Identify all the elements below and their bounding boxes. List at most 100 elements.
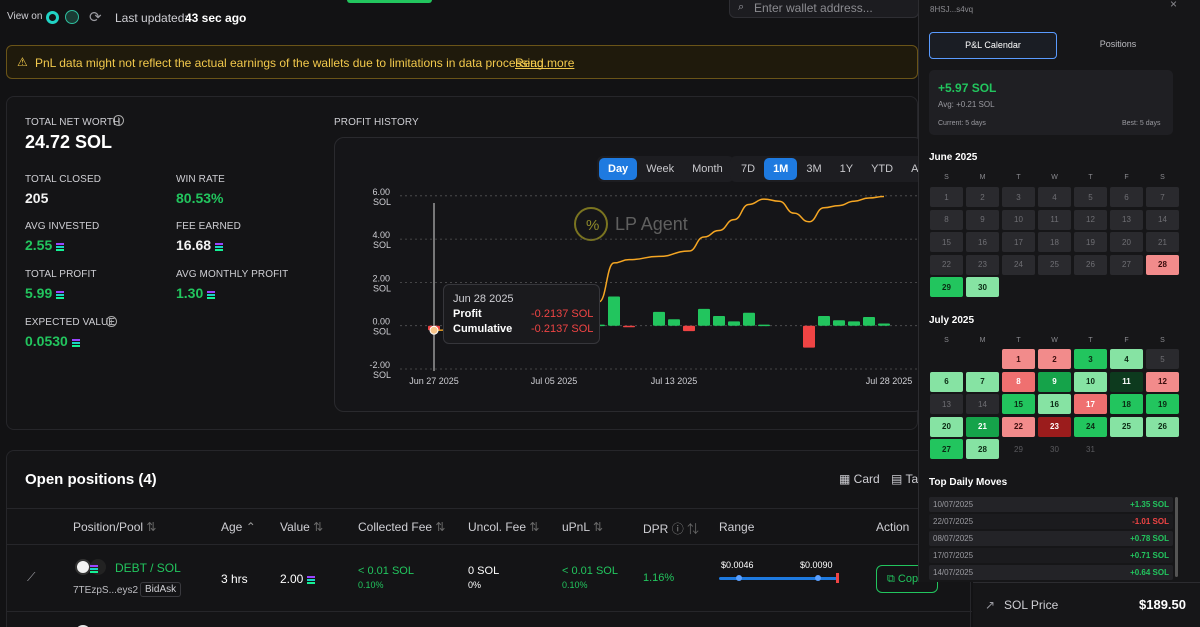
calendar-day[interactable]: 9	[966, 209, 999, 230]
calendar-day[interactable]: 7	[966, 371, 999, 392]
read-more-link[interactable]: Read more	[515, 56, 575, 70]
calendar-day[interactable]: 13	[1110, 209, 1143, 230]
tab-positions[interactable]: Positions	[1099, 39, 1137, 49]
sol-icon	[207, 290, 216, 299]
calendar-day[interactable]: 16	[966, 232, 999, 252]
close-icon[interactable]: ×	[1170, 0, 1178, 11]
calendar-day[interactable]: 25	[1110, 416, 1143, 437]
connect-button[interactable]	[347, 0, 432, 3]
card-view-toggle[interactable]: ▦ Card	[839, 472, 880, 486]
calendar-day[interactable]: 12	[1146, 371, 1179, 392]
calendar-day[interactable]: 11	[1038, 209, 1071, 230]
calendar-day[interactable]: 19	[1146, 394, 1179, 414]
calendar-day[interactable]: 29	[930, 277, 963, 297]
calendar-day[interactable]: 14	[966, 394, 999, 414]
calendar-day[interactable]: 4	[1110, 349, 1143, 369]
solscan-icon[interactable]	[65, 10, 79, 24]
calendar-day[interactable]: 23	[1038, 416, 1071, 437]
calendar-day[interactable]: 22	[1002, 416, 1035, 437]
calendar-day[interactable]: 8	[930, 209, 963, 230]
table-row[interactable]: ⟋ DEBT / SOL 7TEzpS...eys2 BidAsk 3 hrs …	[7, 545, 972, 611]
calendar-day[interactable]: 17	[1074, 394, 1107, 414]
col-dpr[interactable]: DPR ⓘ ⇅	[643, 520, 699, 537]
calendar-day[interactable]: 3	[1002, 187, 1035, 207]
calendar-day[interactable]: 29	[1014, 444, 1023, 454]
calendar-day[interactable]: 24	[1074, 416, 1107, 437]
calendar-day[interactable]: 18	[1110, 394, 1143, 414]
calendar-day[interactable]: 6	[1110, 187, 1143, 207]
calendar-day[interactable]: 13	[930, 394, 963, 414]
tab-week[interactable]: Week	[646, 163, 675, 175]
col-uncol-fee[interactable]: Uncol. Fee ⇅	[468, 520, 539, 534]
tab-ytd[interactable]: YTD	[871, 163, 894, 175]
table-view-toggle[interactable]: ▤ Ta	[891, 472, 918, 486]
tab-3m[interactable]: 3M	[806, 163, 822, 175]
calendar-day[interactable]: 16	[1038, 394, 1071, 414]
info-icon[interactable]: i	[106, 316, 117, 327]
tab-month[interactable]: Month	[692, 163, 723, 175]
calendar-day[interactable]: 5	[1146, 349, 1179, 369]
calendar-day[interactable]: 31	[1086, 444, 1095, 454]
tab-pnl-calendar[interactable]: P&L Calendar	[929, 32, 1057, 59]
calendar-day[interactable]: 6	[930, 371, 963, 392]
calendar-day[interactable]: 14	[1146, 209, 1179, 230]
calendar-day[interactable]: 9	[1038, 371, 1071, 392]
refresh-icon[interactable]: ⟳	[89, 9, 102, 26]
calendar-day[interactable]: 3	[1074, 349, 1107, 369]
chart-icon[interactable]: ⟋	[27, 570, 36, 584]
calendar-day[interactable]: 28	[1146, 254, 1179, 275]
calendar-day[interactable]: 25	[1038, 254, 1071, 275]
calendar-day[interactable]: 30	[1050, 444, 1059, 454]
explorer-icon[interactable]	[46, 11, 59, 24]
search-input[interactable]: Enter wallet address...	[754, 1, 873, 15]
calendar-day[interactable]: 1	[1002, 349, 1035, 369]
calendar-day[interactable]: 18	[1038, 232, 1071, 252]
calendar-day[interactable]: 20	[1110, 232, 1143, 252]
col-upnl[interactable]: uPnL ⇅	[562, 520, 603, 534]
calendar-day[interactable]: 20	[930, 416, 963, 437]
tab-1m[interactable]: 1M	[764, 158, 798, 180]
col-position-pool[interactable]: Position/Pool ⇅	[73, 520, 156, 534]
y-tick-label: 2.00	[372, 273, 390, 283]
tab-1y[interactable]: 1Y	[839, 163, 854, 175]
calendar-day[interactable]: 10	[1002, 209, 1035, 230]
calendar-day[interactable]: 30	[966, 277, 999, 297]
info-icon[interactable]: i	[113, 115, 124, 126]
calendar-day[interactable]: 5	[1074, 187, 1107, 207]
calendar-day[interactable]: 26	[1074, 254, 1107, 275]
calendar-day[interactable]: 2	[1038, 349, 1071, 369]
calendar-day[interactable]: 24	[1002, 254, 1035, 275]
calendar-day[interactable]: 12	[1074, 209, 1107, 230]
calendar-day[interactable]: 15	[930, 232, 963, 252]
calendar-day[interactable]: 21	[966, 416, 999, 437]
calendar-day[interactable]: 8	[1002, 371, 1035, 392]
wallet-address[interactable]: 8HSJ...s4vq	[930, 5, 974, 14]
pool-name[interactable]: DEBT / SOL	[115, 561, 181, 575]
calendar-day[interactable]: 4	[1038, 187, 1071, 207]
wallet-search[interactable]: ⌕ Enter wallet address...	[729, 0, 919, 18]
calendar-day[interactable]: 23	[966, 254, 999, 275]
col-age[interactable]: Age ⌃	[221, 520, 256, 534]
calendar-day[interactable]: 28	[966, 439, 999, 459]
calendar-day[interactable]: 15	[1002, 394, 1035, 414]
calendar-day[interactable]: 2	[966, 187, 999, 207]
col-collected-fee[interactable]: Collected Fee ⇅	[358, 520, 445, 534]
fee-earned: 16.68	[176, 237, 224, 253]
calendar-day[interactable]: 21	[1146, 232, 1179, 252]
tab-day[interactable]: Day	[599, 158, 638, 180]
calendar-day[interactable]: 19	[1074, 232, 1107, 252]
calendar-day[interactable]: 10	[1074, 371, 1107, 392]
june-title: June 2025	[929, 152, 978, 163]
calendar-day[interactable]: 22	[930, 254, 963, 275]
scrollbar[interactable]	[1175, 497, 1178, 577]
tab-7d[interactable]: 7D	[741, 163, 756, 175]
calendar-day[interactable]: 26	[1146, 416, 1179, 437]
calendar-day[interactable]: 1	[930, 187, 963, 207]
calendar-day[interactable]: 27	[930, 439, 963, 459]
calendar-day[interactable]: 7	[1146, 187, 1179, 207]
calendar-day[interactable]: 11	[1110, 371, 1143, 392]
calendar-day[interactable]: 17	[1002, 232, 1035, 252]
calendar-day[interactable]: 27	[1110, 254, 1143, 275]
position-address[interactable]: 7TEzpS...eys2	[73, 585, 139, 596]
col-value[interactable]: Value ⇅	[280, 520, 323, 534]
